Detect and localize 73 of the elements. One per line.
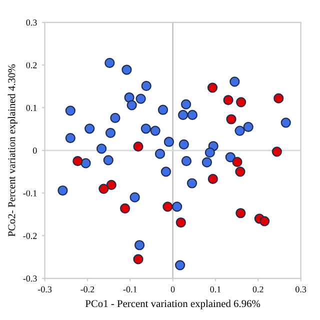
point bbox=[124, 92, 134, 103]
point bbox=[158, 104, 168, 115]
x-tick-label: -0.3 bbox=[38, 286, 52, 292]
x-tick-label: -0.1 bbox=[123, 286, 137, 292]
point bbox=[162, 202, 173, 212]
point bbox=[96, 144, 107, 154]
point bbox=[80, 158, 91, 168]
x-axis-title: PCo1 - Percent variation explained 6.96% bbox=[85, 300, 260, 310]
x-tick-label: 0.1 bbox=[210, 286, 221, 292]
point bbox=[208, 174, 218, 184]
y-tick-label: 0.1 bbox=[26, 104, 37, 111]
x-tick-label: 0.2 bbox=[252, 286, 264, 292]
point bbox=[243, 122, 254, 132]
point bbox=[58, 185, 68, 196]
point bbox=[134, 240, 145, 250]
point bbox=[65, 106, 76, 116]
point bbox=[232, 156, 242, 167]
point bbox=[225, 152, 236, 162]
point bbox=[174, 260, 186, 270]
point bbox=[141, 80, 152, 92]
point bbox=[186, 178, 198, 188]
point bbox=[104, 58, 115, 68]
y-tick-label: -0.1 bbox=[23, 190, 37, 196]
point bbox=[236, 208, 246, 218]
point bbox=[136, 94, 146, 104]
point bbox=[280, 118, 291, 128]
point bbox=[178, 139, 189, 150]
point bbox=[202, 157, 212, 168]
x-tick-label: -0.2 bbox=[80, 286, 94, 292]
point bbox=[122, 64, 132, 75]
y-tick-label: -0.3 bbox=[23, 276, 37, 282]
y-tick-label: 0.2 bbox=[26, 62, 37, 68]
point bbox=[84, 124, 95, 134]
point bbox=[235, 166, 246, 177]
x-tick-label: 0.3 bbox=[296, 286, 306, 292]
point bbox=[126, 100, 137, 110]
point bbox=[164, 136, 174, 147]
point bbox=[226, 114, 236, 124]
y-tick-label: 0 bbox=[32, 148, 37, 154]
point bbox=[98, 184, 109, 194]
point bbox=[65, 132, 76, 144]
point bbox=[234, 126, 245, 136]
point bbox=[178, 110, 188, 120]
point bbox=[187, 110, 198, 120]
point bbox=[180, 99, 192, 110]
point bbox=[133, 254, 144, 264]
y-axis-title: PCo2- Percent variation explained 4.30% bbox=[8, 64, 18, 236]
point bbox=[176, 217, 186, 228]
point bbox=[272, 146, 282, 157]
point bbox=[259, 216, 270, 226]
point bbox=[130, 192, 140, 202]
point bbox=[223, 95, 234, 106]
point bbox=[230, 76, 240, 87]
point bbox=[150, 126, 160, 136]
point bbox=[204, 147, 215, 158]
point bbox=[160, 166, 172, 177]
point bbox=[172, 202, 182, 212]
point bbox=[103, 155, 114, 166]
point bbox=[236, 97, 246, 108]
y-tick-label: 0.3 bbox=[26, 20, 37, 26]
point bbox=[120, 203, 130, 214]
point bbox=[140, 124, 151, 134]
point bbox=[181, 156, 192, 166]
point bbox=[274, 93, 284, 104]
point bbox=[207, 82, 218, 93]
point bbox=[154, 148, 166, 159]
point bbox=[105, 128, 116, 138]
point bbox=[106, 180, 116, 190]
point bbox=[72, 156, 83, 166]
point bbox=[110, 112, 120, 124]
y-tick-label: -0.2 bbox=[23, 232, 37, 239]
point bbox=[133, 142, 144, 152]
x-tick-label: 0 bbox=[170, 286, 175, 292]
